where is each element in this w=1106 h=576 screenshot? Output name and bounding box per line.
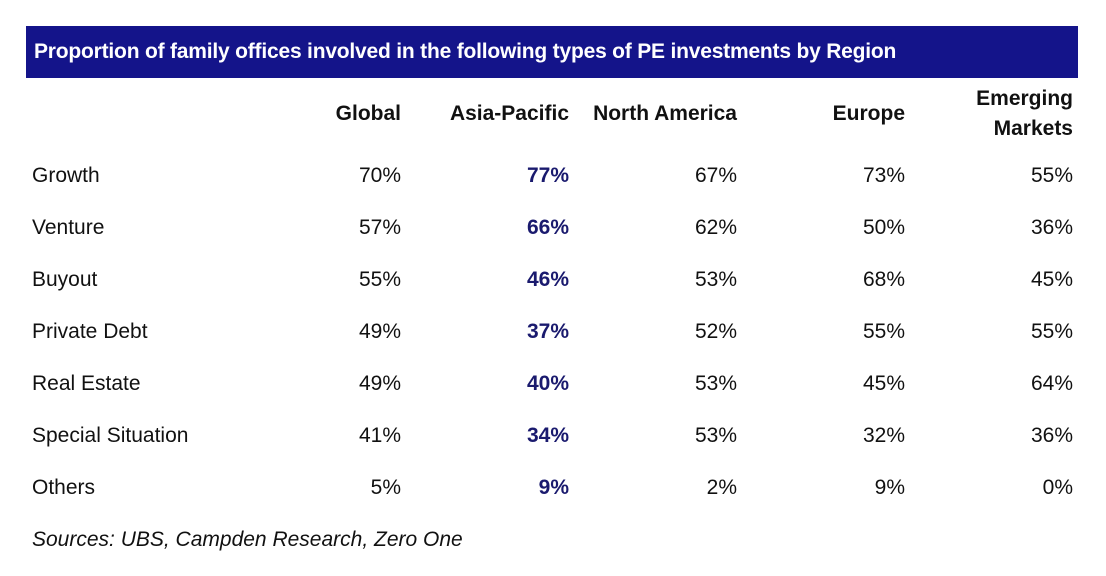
value-cell: 66% [526, 216, 569, 239]
value-cell: 53% [694, 268, 737, 291]
value-cell: 34% [526, 424, 569, 447]
column-header: Global [335, 102, 401, 125]
column-header: Europe [832, 102, 905, 125]
value-cell: 40% [526, 372, 569, 395]
title: Proportion of family offices involved in… [34, 40, 897, 63]
column-header: Emerging Markets [976, 87, 1073, 140]
value-cell: 52% [694, 320, 737, 343]
value-cell: 49% [358, 372, 401, 395]
value-cell: 68% [862, 268, 905, 291]
row-label: Venture [32, 216, 105, 239]
value-cell: 2% [706, 476, 737, 499]
value-cell: 45% [862, 372, 905, 395]
row-label: Others [32, 476, 96, 499]
value-cell: 36% [1030, 424, 1073, 447]
value-cell: 62% [694, 216, 737, 239]
value-cell: 50% [862, 216, 905, 239]
value-cell: 36% [1030, 216, 1073, 239]
column-header: North America [593, 102, 737, 125]
column-header: Asia-Pacific [449, 102, 569, 125]
row-label: Special Situation [32, 424, 189, 447]
title-bar: Proportion of family offices involved in… [26, 26, 1078, 78]
value-cell: 55% [1030, 320, 1073, 343]
value-cell: 41% [358, 424, 401, 447]
value-cell: 37% [526, 320, 569, 343]
value-cell: 9% [874, 476, 905, 499]
value-cell: 45% [1030, 268, 1073, 291]
value-cell: 55% [358, 268, 401, 291]
row-label: Buyout [32, 268, 98, 291]
value-cell: 32% [862, 424, 905, 447]
value-cell: 0% [1042, 476, 1073, 499]
value-cell: 55% [1030, 164, 1073, 187]
value-cell: 57% [358, 216, 401, 239]
value-cell: 70% [358, 164, 401, 187]
value-cell: 5% [370, 476, 401, 499]
value-cell: 55% [862, 320, 905, 343]
value-cell: 53% [694, 372, 737, 395]
value-cell: 53% [694, 424, 737, 447]
value-cell: 9% [538, 476, 569, 499]
value-cell: 46% [526, 268, 569, 291]
row-label: Growth [32, 164, 100, 187]
value-cell: 77% [526, 164, 569, 187]
value-cell: 73% [862, 164, 905, 187]
row-label: Private Debt [32, 320, 148, 343]
value-cell: 67% [694, 164, 737, 187]
source-note: Sources: UBS, Campden Research, Zero One [32, 528, 463, 551]
row-label: Real Estate [32, 372, 141, 395]
value-cell: 64% [1030, 372, 1073, 395]
value-cell: 49% [358, 320, 401, 343]
